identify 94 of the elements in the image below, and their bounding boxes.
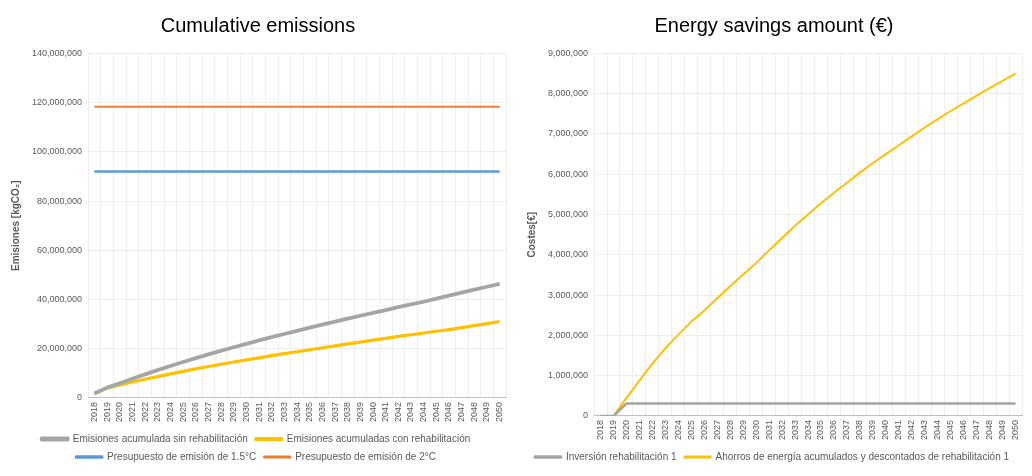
x-tick-label: 2030: [240, 401, 251, 423]
chart-title: Cumulative emissions: [159, 13, 357, 38]
x-tick-label: 2021: [633, 419, 644, 441]
x-tick-label: 2050: [1010, 419, 1020, 441]
x-tick-label: 2042: [392, 401, 403, 423]
x-tick-label: 2035: [304, 401, 315, 423]
x-tick-label: 2023: [152, 401, 163, 423]
x-tick-label: 2020: [620, 419, 631, 441]
y-tick-label: 0: [77, 392, 83, 403]
x-tick-label: 2043: [919, 419, 930, 441]
x-tick-label: 2039: [867, 419, 878, 441]
y-axis-title: Costes[€]: [525, 211, 537, 258]
x-tick-label: 2045: [945, 419, 956, 441]
x-tick-label: 2018: [88, 401, 99, 423]
x-tick-label: 2036: [828, 419, 839, 441]
y-tick-label: 8,000,000: [547, 88, 589, 99]
x-tick-label: 2028: [724, 419, 735, 441]
legend-label: Emisiones acumulada sin rehabilitación: [72, 432, 248, 444]
x-tick-label: 2040: [880, 419, 891, 441]
x-tick-label: 2019: [101, 401, 112, 423]
legend-label: Inversión rehabilitación 1: [565, 450, 677, 462]
y-tick-label: 60,000,000: [37, 244, 83, 255]
x-tick-label: 2032: [266, 401, 277, 423]
x-tick-label: 2033: [278, 401, 289, 423]
x-tick-label: 2024: [672, 419, 683, 441]
y-tick-label: 9,000,000: [547, 47, 589, 58]
x-tick-label: 2047: [971, 419, 982, 441]
x-tick-label: 2039: [354, 401, 365, 423]
x-tick-label: 2034: [802, 419, 813, 441]
x-tick-label: 2020: [114, 401, 125, 423]
x-tick-label: 2046: [958, 419, 969, 441]
x-tick-label: 2042: [906, 419, 917, 441]
y-tick-label: 40,000,000: [37, 294, 83, 305]
x-tick-label: 2029: [737, 419, 748, 441]
x-tick-label: 2044: [932, 419, 943, 441]
x-tick-label: 2037: [841, 419, 852, 441]
x-tick-label: 2024: [164, 401, 175, 423]
x-tick-label: 2045: [430, 401, 441, 423]
x-tick-label: 2038: [342, 401, 353, 423]
x-tick-label: 2019: [607, 419, 618, 441]
y-tick-label: 7,000,000: [547, 128, 589, 139]
x-tick-label: 2025: [177, 401, 188, 423]
x-tick-label: 2048: [468, 401, 479, 423]
x-tick-label: 2044: [418, 401, 429, 423]
x-tick-label: 2030: [750, 419, 761, 441]
y-tick-label: 0: [583, 410, 589, 421]
y-tick-label: 20,000,000: [37, 343, 83, 354]
x-tick-label: 2026: [190, 401, 201, 423]
y-tick-label: 1,000,000: [547, 370, 589, 381]
y-tick-label: 120,000,000: [31, 97, 83, 108]
y-tick-label: 6,000,000: [547, 168, 589, 179]
x-tick-label: 2035: [815, 419, 826, 441]
x-tick-label: 2027: [202, 401, 213, 423]
chart-title: Energy savings amount (€): [653, 13, 895, 38]
y-axis-title: Emisiones [kgCO₂]: [9, 180, 21, 271]
x-tick-label: 2021: [126, 401, 137, 423]
x-tick-label: 2033: [789, 419, 800, 441]
x-tick-label: 2031: [253, 401, 264, 423]
x-tick-label: 2022: [646, 419, 657, 441]
x-tick-label: 2047: [456, 401, 467, 423]
legend-label: Presupuesto de emisión de 2°C: [295, 450, 436, 462]
x-tick-label: 2032: [776, 419, 787, 441]
x-tick-label: 2048: [984, 419, 995, 441]
x-tick-label: 2049: [997, 419, 1008, 441]
y-tick-label: 140,000,000: [31, 47, 83, 58]
x-tick-label: 2018: [595, 419, 606, 441]
y-tick-label: 100,000,000: [31, 146, 83, 157]
x-tick-label: 2025: [685, 419, 696, 441]
x-tick-label: 2038: [854, 419, 865, 441]
x-tick-label: 2023: [659, 419, 670, 441]
x-tick-label: 2034: [291, 401, 302, 423]
y-tick-label: 80,000,000: [37, 195, 83, 206]
x-tick-label: 2036: [316, 401, 327, 423]
x-tick-label: 2026: [698, 419, 709, 441]
y-tick-label: 5,000,000: [547, 209, 589, 220]
x-tick-label: 2022: [139, 401, 150, 423]
x-tick-label: 2028: [215, 401, 226, 423]
legend-label: Presupuesto de emisión de 1.5°C: [107, 450, 257, 462]
x-tick-label: 2037: [329, 401, 340, 423]
legend-label: Emisiones acumuladas con rehabilitación: [286, 432, 471, 444]
y-tick-label: 4,000,000: [547, 249, 589, 260]
x-tick-label: 2031: [763, 419, 774, 441]
x-tick-label: 2029: [228, 401, 239, 423]
x-tick-label: 2041: [893, 419, 904, 441]
x-tick-label: 2049: [481, 401, 492, 423]
legend-label: Ahorros de energía acumulados y descontados de rehabilitación 1: [715, 450, 1010, 462]
x-tick-label: 2040: [367, 401, 378, 423]
x-tick-label: 2041: [380, 401, 391, 423]
x-tick-label: 2043: [405, 401, 416, 423]
x-tick-label: 2050: [494, 401, 505, 423]
x-tick-label: 2046: [443, 401, 454, 423]
y-tick-label: 2,000,000: [547, 329, 589, 340]
y-tick-label: 3,000,000: [547, 289, 589, 300]
x-tick-label: 2027: [711, 419, 722, 441]
